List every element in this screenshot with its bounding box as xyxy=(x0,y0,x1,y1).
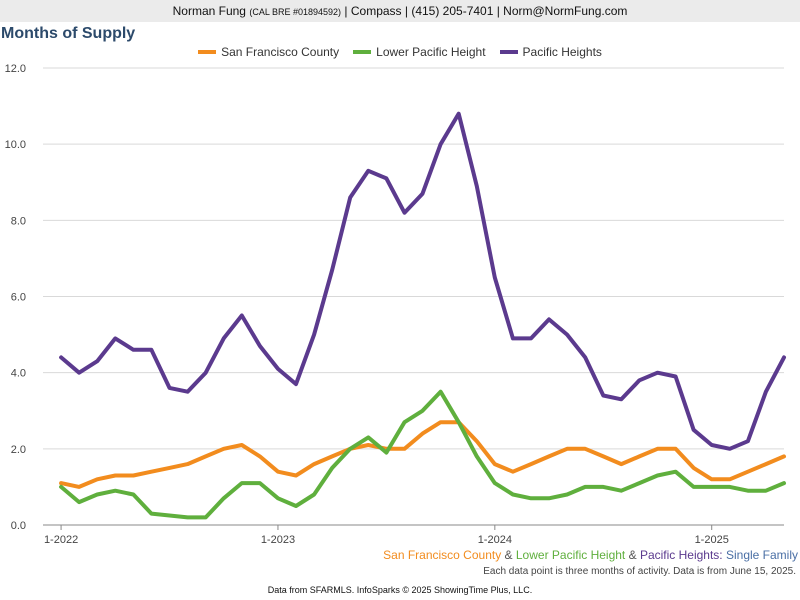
legend-swatch xyxy=(499,49,518,54)
legend-item-lower-pacific-height: Lower Pacific Height xyxy=(353,45,486,59)
y-tick-label: 0.0 xyxy=(11,520,26,532)
y-tick-label: 2.0 xyxy=(11,444,26,456)
caption-rest: Single Family xyxy=(722,548,798,562)
legend-label: San Francisco County xyxy=(221,45,340,59)
legend-label: Lower Pacific Height xyxy=(376,45,486,59)
chart-legend: San Francisco County Lower Pacific Height… xyxy=(0,45,800,59)
top-banner: Norman Fung (CAL BRE #01894592) | Compas… xyxy=(0,0,800,22)
y-tick-label: 4.0 xyxy=(11,368,26,380)
agent-license: (CAL BRE #01894592) xyxy=(249,7,342,17)
legend-item-san-francisco-county: San Francisco County xyxy=(198,45,339,59)
caption-sf: San Francisco County xyxy=(383,548,502,562)
chart-caption: San Francisco County & Lower Pacific Hei… xyxy=(383,548,798,562)
y-tick-label: 6.0 xyxy=(11,292,26,304)
agent-name: Norman Fung xyxy=(172,4,246,18)
caption-amp-1: & xyxy=(501,548,516,562)
series-line-san-francisco-county xyxy=(59,420,786,489)
series-line-pacific-heights xyxy=(59,111,786,451)
chart-title: Months of Supply xyxy=(1,25,136,42)
caption-ph: Pacific Heights: xyxy=(639,548,723,562)
footer-credit: Data from SFARMLS. InfoSparks © 2025 Sho… xyxy=(267,585,533,595)
y-tick-label: 10.0 xyxy=(5,139,26,151)
legend-swatch xyxy=(353,49,372,54)
data-note: Each data point is three months of activ… xyxy=(483,566,796,577)
y-tick-label: 8.0 xyxy=(11,215,26,227)
series-line-lower-pacific-height xyxy=(59,389,786,520)
x-tick-label: 1-2023 xyxy=(261,534,295,546)
x-tick-label: 1-2022 xyxy=(44,534,78,546)
legend-label: Pacific Heights xyxy=(522,45,602,59)
caption-lph: Lower Pacific Height xyxy=(515,548,626,562)
x-tick-label: 1-2025 xyxy=(695,534,729,546)
legend-item-pacific-heights: Pacific Heights xyxy=(499,45,602,59)
agent-contact: | Compass | (415) 205-7401 | Norm@NormFu… xyxy=(344,4,628,18)
legend-swatch xyxy=(198,49,217,54)
x-tick-label: 1-2024 xyxy=(478,534,512,546)
caption-amp-2: & xyxy=(625,548,640,562)
y-tick-label: 12.0 xyxy=(5,63,26,75)
